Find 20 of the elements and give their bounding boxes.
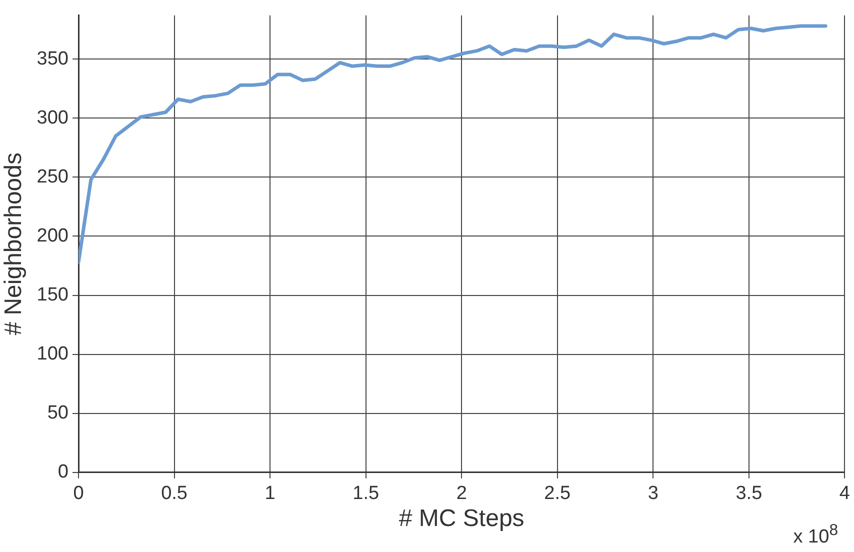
- y-tick-label: 100: [36, 344, 68, 365]
- y-axis-title: # Neighborhoods: [0, 152, 28, 336]
- x-tick-label: 2: [456, 483, 467, 504]
- text: x 10$^{8}$: [793, 522, 838, 548]
- y-tick-label: 200: [36, 225, 68, 246]
- x-tick-label: 1: [264, 483, 276, 504]
- y-tick-label: 0: [58, 462, 68, 483]
- x-tick-label: 3: [648, 483, 658, 504]
- x-axis-title: # MC Steps: [398, 505, 524, 532]
- x-tick-label: 3.5: [736, 483, 762, 504]
- y-tick-label: 350: [36, 48, 68, 70]
- x-tick-label: 2.5: [544, 483, 571, 504]
- y-tick-label: 250: [36, 166, 68, 188]
- y-tick-label: 300: [36, 107, 68, 128]
- y-tick-label: 50: [47, 402, 68, 424]
- x-tick-label: 0.5: [161, 483, 188, 504]
- x-tick-label: 1.5: [352, 483, 380, 504]
- x-tick-label: 4: [839, 483, 850, 504]
- x-tick-label: 0: [73, 483, 84, 504]
- y-tick-label: 150: [36, 284, 68, 306]
